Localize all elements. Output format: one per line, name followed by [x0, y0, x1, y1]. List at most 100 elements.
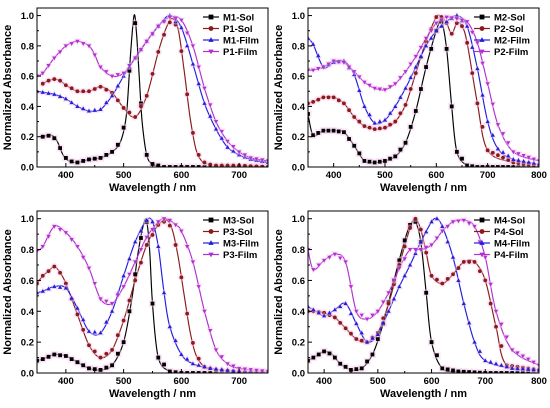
data-point [161, 290, 167, 295]
y-tick-label: 0.0 [21, 369, 34, 380]
data-point [515, 366, 520, 371]
data-point [52, 264, 57, 269]
data-point [69, 295, 74, 300]
data-point [75, 89, 80, 94]
legend-swatch-marker [208, 14, 214, 20]
data-point [185, 311, 190, 316]
y-axis-title: Normalized Absorbance [273, 229, 285, 355]
data-point [316, 53, 321, 58]
data-point [407, 262, 413, 267]
legend-swatch-marker [208, 37, 214, 42]
data-point [121, 106, 126, 110]
data-point [331, 59, 336, 64]
data-point [408, 222, 412, 227]
data-point [450, 220, 456, 225]
data-point [213, 366, 219, 371]
data-point [46, 64, 51, 68]
chart-panel-bottom-left: 400 500 600 700 0.0 0.2 0.4 0.6 0.8 1.0 Wavelength… [2, 210, 269, 400]
y-tick-label: 0.4 [21, 307, 35, 318]
data-point [308, 68, 311, 73]
x-tick-label: 700 [477, 376, 493, 387]
data-point [382, 88, 388, 93]
data-point [440, 224, 445, 228]
legend-entry: P2-Sol [474, 24, 524, 35]
data-point [219, 129, 224, 134]
data-point [311, 355, 316, 360]
data-point [490, 150, 495, 155]
legend-label: P2-Sol [494, 24, 524, 35]
data-point [470, 45, 475, 49]
data-point [311, 42, 316, 46]
data-point [138, 248, 144, 252]
data-point [470, 30, 475, 35]
data-point [342, 101, 346, 106]
data-point [449, 104, 454, 109]
data-point [139, 101, 143, 106]
legend-label: P3-Film [223, 250, 257, 261]
data-point [179, 352, 184, 357]
data-point [52, 77, 57, 82]
data-point [352, 70, 357, 74]
data-point [214, 163, 218, 167]
data-point [332, 307, 337, 312]
data-point [242, 367, 247, 372]
legend-label: M3-Film [223, 239, 259, 250]
x-axis-title: Wavelength / nm [109, 388, 196, 400]
legend-entry: M4-Sol [474, 216, 525, 227]
data-point [225, 362, 230, 367]
legend-swatch-marker [208, 252, 214, 258]
data-point [58, 50, 63, 55]
data-point [531, 367, 536, 372]
data-point [121, 73, 126, 78]
data-point [467, 221, 472, 226]
data-point [444, 19, 449, 24]
data-point [531, 360, 536, 365]
data-point [440, 366, 445, 371]
legend-entry: P1-Sol [203, 24, 253, 35]
data-point [488, 301, 493, 306]
data-point [439, 15, 444, 19]
data-point [494, 324, 498, 329]
data-point [110, 363, 114, 368]
data-point [536, 367, 539, 372]
y-tick-label: 0.6 [292, 276, 305, 287]
data-point [490, 132, 495, 137]
data-point [144, 152, 149, 157]
data-point [311, 307, 316, 312]
data-point [109, 302, 115, 306]
data-point [98, 297, 103, 302]
data-point [190, 260, 196, 265]
data-point [472, 370, 477, 373]
data-point [156, 222, 161, 227]
x-tick-label: 500 [370, 376, 386, 387]
plot-area [37, 215, 268, 373]
data-point [377, 159, 382, 164]
data-point [506, 158, 511, 162]
data-point [265, 160, 268, 164]
data-point [87, 157, 91, 162]
data-point [336, 129, 341, 134]
legend-label: M2-Film [494, 36, 530, 47]
x-tick-label: 500 [377, 170, 393, 181]
data-point [460, 24, 464, 29]
data-point [185, 92, 190, 97]
data-point [413, 248, 418, 252]
data-point [316, 67, 321, 71]
data-point [388, 85, 393, 90]
data-point [402, 257, 407, 262]
legend-label: M4-Sol [494, 216, 525, 227]
data-point [359, 313, 364, 318]
plot-area [308, 214, 539, 373]
legend-entry: M1-Sol [203, 13, 254, 24]
data-point [393, 82, 398, 86]
data-point [69, 86, 74, 91]
legend-label: M2-Sol [494, 13, 525, 24]
data-point [413, 109, 418, 113]
data-point [75, 305, 80, 310]
data-point [346, 65, 352, 70]
data-point [144, 217, 149, 222]
data-point [408, 226, 412, 230]
legend-entry: M3-Sol [203, 216, 254, 227]
data-point [150, 71, 155, 76]
